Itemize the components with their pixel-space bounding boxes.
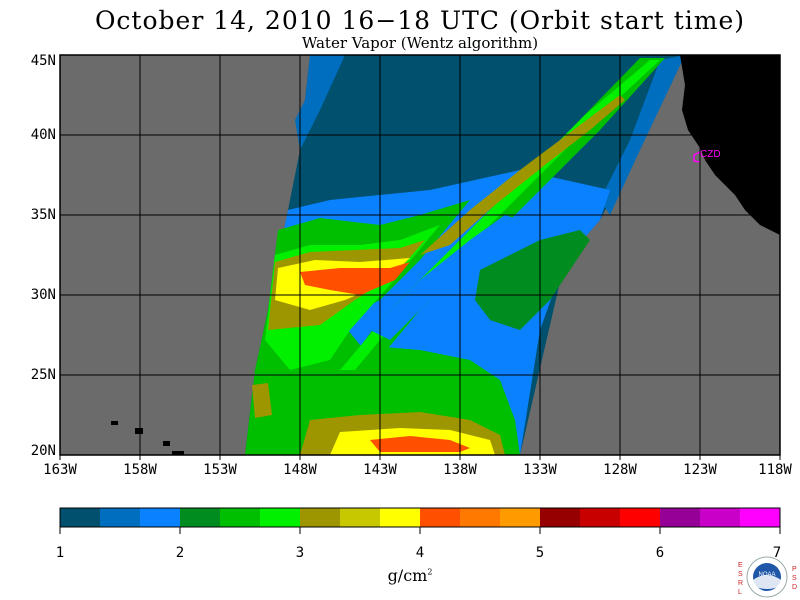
colorbar-label-5: 5 <box>535 545 545 561</box>
colorbar-swatch <box>140 508 181 527</box>
colorbar-swatch <box>100 508 141 527</box>
swath <box>245 55 685 455</box>
swath-right-green <box>475 230 590 330</box>
esrl-psd-noaa-logo: E S R L NOAA P S D <box>736 556 798 598</box>
colorbar-swatch <box>620 508 661 527</box>
colorbar-swatch <box>580 508 621 527</box>
swath-south-orange <box>370 436 470 452</box>
lon-label-118w: 118W <box>758 462 792 478</box>
logo-letter-e: E <box>738 562 743 569</box>
swath-west-olive <box>252 383 272 418</box>
colorbar-swatch <box>300 508 341 527</box>
colorbar-swatch <box>260 508 301 527</box>
logo-letter-l: L <box>738 589 742 596</box>
lat-label-35n: 35N <box>30 207 56 223</box>
lon-label-128w: 128W <box>603 462 637 478</box>
logo-letter-r: R <box>738 580 744 587</box>
river-blue-core <box>370 215 520 340</box>
colorbar-swatch <box>180 508 221 527</box>
lon-label-158w: 158W <box>123 462 157 478</box>
noaa-emblem-icon: NOAA <box>746 556 788 598</box>
noaa-badge-text: NOAA <box>758 572 775 578</box>
colorbar-swatch <box>660 508 701 527</box>
units-text: g/cm <box>387 566 428 585</box>
colorbar-label-6: 6 <box>655 545 665 561</box>
colorbar-swatch <box>380 508 421 527</box>
colorbar-swatch <box>340 508 381 527</box>
lat-label-45n: 45N <box>30 53 56 69</box>
units-superscript: 2 <box>427 567 433 577</box>
lat-label-25n: 25N <box>30 367 56 383</box>
colorbar-swatch <box>540 508 581 527</box>
colorbar-label-4: 4 <box>415 545 425 561</box>
lat-label-40n: 40N <box>30 127 56 143</box>
page-subtitle: Water Vapor (Wentz algorithm) <box>301 34 539 52</box>
logo-letter-s: S <box>738 571 743 578</box>
map-frame <box>59 54 781 456</box>
colorbar-swatch <box>500 508 541 527</box>
map-grid <box>60 55 780 455</box>
colorbar-units: g/cm2 <box>370 566 450 585</box>
lon-label-148w: 148W <box>283 462 317 478</box>
colorbar <box>60 508 781 527</box>
swath-edge-low <box>295 55 345 150</box>
colorbar-swatch <box>740 508 781 527</box>
colorbar-swatch <box>700 508 741 527</box>
colorbar-swatch <box>60 508 101 527</box>
station-czd-marker: CZD <box>693 149 721 163</box>
lat-label-20n: 20N <box>30 443 56 459</box>
logo-letter-d: D <box>792 584 798 591</box>
lon-label-133w: 133W <box>523 462 557 478</box>
logo-letter-p: P <box>792 566 797 573</box>
station-label: CZD <box>700 149 721 160</box>
colorbar-swatch <box>220 508 261 527</box>
colorbar-swatch <box>420 508 461 527</box>
hawaii-islands <box>111 421 184 455</box>
lon-label-153w: 153W <box>203 462 237 478</box>
lon-label-138w: 138W <box>443 462 477 478</box>
colorbar-label-3: 3 <box>295 545 305 561</box>
page-title: October 14, 2010 16−18 UTC (Orbit start … <box>94 6 746 35</box>
map-ticks <box>59 455 781 460</box>
lon-label-123w: 123W <box>683 462 717 478</box>
lon-label-163w: 163W <box>43 462 77 478</box>
lon-label-143w: 143W <box>363 462 397 478</box>
colorbar-label-2: 2 <box>175 545 185 561</box>
lat-label-30n: 30N <box>30 287 56 303</box>
north-america-land <box>680 55 780 235</box>
logo-letter-s2: S <box>792 575 797 582</box>
colorbar-ticks <box>59 527 781 534</box>
colorbar-swatch <box>460 508 501 527</box>
colorbar-label-7: 7 <box>772 545 782 561</box>
swath-orange <box>300 262 410 295</box>
colorbar-label-1: 1 <box>55 545 65 561</box>
